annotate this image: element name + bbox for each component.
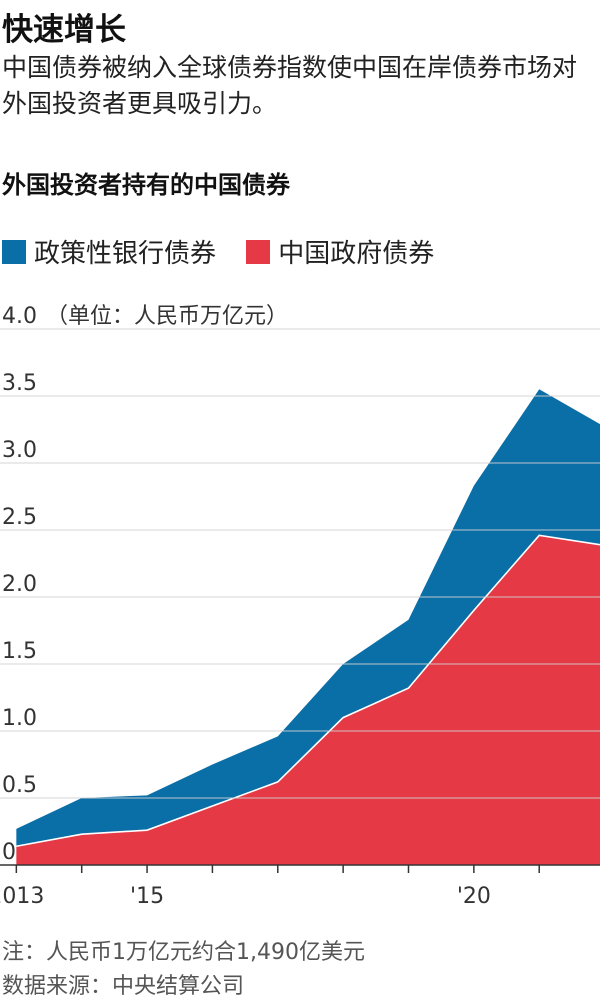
area-policy-bank-bonds bbox=[16, 389, 600, 847]
series-boundary-line bbox=[16, 534, 600, 848]
legend-swatch-policy-bank-bonds bbox=[2, 239, 26, 264]
chart-title: 外国投资者持有的中国债券 bbox=[2, 171, 290, 199]
y-tick-label: 1.5 bbox=[2, 639, 37, 664]
y-tick-label: 2.5 bbox=[2, 505, 37, 530]
y-tick-label: 0.5 bbox=[2, 773, 37, 798]
legend-swatch-government-bonds bbox=[246, 239, 271, 264]
legend-label-government-bonds: 中国政府债券 bbox=[278, 239, 435, 269]
stacked-area-chart: 4.0 3.5 3.0 2.5 2.0 1.5 1.0 0.5 0 （单位：人民币万亿元） 2013… bbox=[0, 304, 600, 909]
legend-item-policy-bank-bonds: 政策性银行债券 bbox=[2, 233, 216, 270]
footnote-conversion: 注：人民币1万亿元约合1,490亿美元 bbox=[2, 940, 365, 965]
y-axis-unit-label: （单位：人民币万亿元） bbox=[46, 304, 288, 329]
headline: 快速增长 bbox=[2, 12, 126, 48]
y-tick-label: 1.0 bbox=[2, 706, 37, 731]
legend-item-government-bonds: 中国政府债券 bbox=[246, 233, 434, 270]
y-tick-label: 0 bbox=[2, 840, 16, 865]
x-tick-label: 2013 bbox=[0, 884, 44, 909]
area-government-bonds bbox=[16, 535, 600, 865]
legend-label-policy-bank-bonds: 政策性银行债券 bbox=[34, 239, 217, 269]
standfirst: 中国债券被纳入全球债券指数使中国在岸债券市场对外国投资者更具吸引力。 bbox=[2, 53, 578, 118]
footnote-source: 数据来源：中央结算公司 bbox=[2, 974, 245, 999]
y-tick-label: 3.5 bbox=[2, 371, 37, 396]
y-tick-label: 3.0 bbox=[2, 438, 37, 463]
y-tick-label: 2.0 bbox=[2, 572, 37, 597]
x-tick-label: '15 bbox=[130, 884, 164, 909]
x-tick-label: '20 bbox=[457, 884, 491, 909]
y-tick-label: 4.0 bbox=[2, 304, 37, 329]
chart-legend: 政策性银行债券 中国政府债券 bbox=[2, 233, 456, 271]
